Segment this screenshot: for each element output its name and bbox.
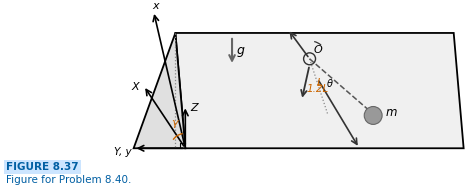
- Text: $\theta$: $\theta$: [325, 77, 333, 89]
- Text: L: L: [316, 78, 323, 88]
- Text: Z: Z: [190, 103, 198, 113]
- Text: O: O: [313, 45, 322, 55]
- Text: X: X: [132, 82, 140, 92]
- Text: $\gamma$: $\gamma$: [171, 118, 180, 130]
- Text: Figure for Problem 8.40.: Figure for Problem 8.40.: [6, 175, 132, 185]
- Text: Y, y: Y, y: [114, 147, 132, 157]
- Text: FIGURE 8.37: FIGURE 8.37: [6, 162, 79, 172]
- Polygon shape: [175, 33, 464, 148]
- Text: m: m: [385, 106, 397, 119]
- Text: g: g: [237, 44, 245, 57]
- Circle shape: [364, 107, 382, 124]
- Polygon shape: [133, 33, 185, 148]
- Text: x: x: [152, 1, 159, 11]
- Text: 1.2L: 1.2L: [306, 84, 329, 94]
